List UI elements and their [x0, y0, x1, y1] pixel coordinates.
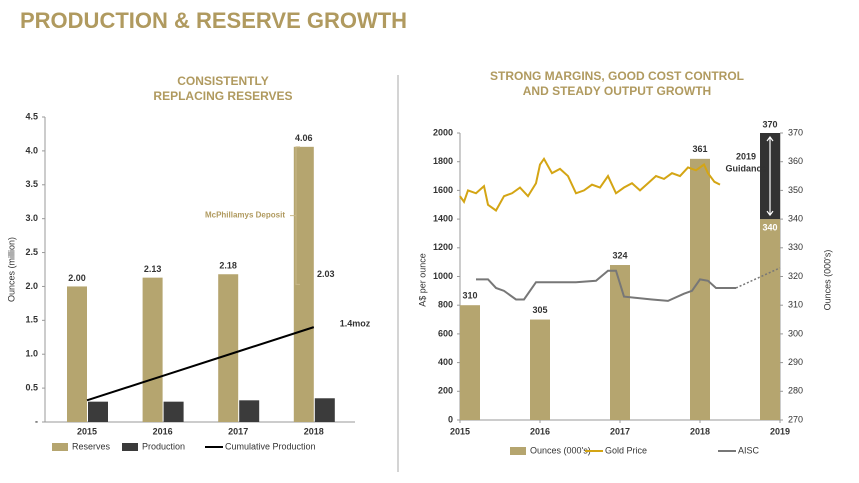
x-tick-label: 2018	[690, 426, 710, 436]
bar	[293, 146, 314, 423]
y-tick-label: 600	[438, 328, 453, 338]
y-tick-label: 0	[448, 414, 453, 424]
legend-label: Reserves	[72, 441, 111, 451]
y-tick-label: -	[35, 416, 38, 426]
bracket	[290, 146, 300, 285]
legend-label: Ounces (000's)	[530, 445, 591, 455]
value-label: 2.00	[68, 273, 86, 283]
legend-label: Gold Price	[605, 445, 647, 455]
bar	[530, 319, 550, 420]
bar	[314, 398, 335, 422]
annotation-value: 2.03	[317, 269, 335, 279]
x-tick-label: 2016	[153, 426, 173, 436]
y2-tick-label: 280	[788, 386, 803, 396]
y-tick-label: 1200	[433, 242, 453, 252]
legend-swatch	[510, 447, 526, 455]
y2-tick-label: 360	[788, 156, 803, 166]
y2-tick-label: 320	[788, 271, 803, 281]
legend-label: Cumulative Production	[225, 441, 316, 451]
value-label: 361	[692, 144, 707, 154]
y-tick-label: 0.5	[25, 382, 38, 392]
bar	[610, 265, 630, 420]
legend-swatch	[122, 443, 138, 451]
guidance-value: 370	[762, 119, 777, 129]
y2-tick-label: 330	[788, 242, 803, 252]
y2-tick-label: 350	[788, 185, 803, 195]
x-tick-label: 2016	[530, 426, 550, 436]
y-axis-label: Ounces (million)	[6, 237, 16, 302]
guidance-arrow	[766, 136, 774, 217]
slide-title: PRODUCTION & RESERVE GROWTH	[20, 8, 407, 33]
y2-tick-label: 300	[788, 328, 803, 338]
y2-tick-label: 270	[788, 414, 803, 424]
x-tick-label: 2017	[610, 426, 630, 436]
x-tick-label: 2019	[770, 426, 790, 436]
y-tick-label: 4.5	[25, 111, 38, 121]
legend-label: AISC	[738, 445, 760, 455]
y2-tick-label: 340	[788, 213, 803, 223]
y-tick-label: 1.0	[25, 349, 38, 359]
y2-tick-label: 370	[788, 127, 803, 137]
guidance-label: Guidance	[725, 163, 766, 173]
bar	[163, 401, 184, 422]
y-tick-label: 3.0	[25, 213, 38, 223]
value-label: 324	[612, 250, 627, 260]
guidance-label: 2019	[736, 151, 756, 161]
legend-label: Production	[142, 441, 185, 451]
x-tick-label: 2015	[77, 426, 97, 436]
chart-title: AND STEADY OUTPUT GROWTH	[523, 84, 711, 98]
x-tick-label: 2018	[304, 426, 324, 436]
bar	[690, 158, 710, 420]
y2-tick-label: 290	[788, 357, 803, 367]
value-label: 4.06	[295, 133, 313, 143]
bar	[460, 305, 480, 420]
x-tick-label: 2015	[450, 426, 470, 436]
y-tick-label: 800	[438, 300, 453, 310]
legend-swatch	[52, 443, 68, 451]
line	[476, 269, 736, 302]
y-tick-label: 2000	[433, 127, 453, 137]
y-tick-label: 1000	[433, 271, 453, 281]
y-tick-label: 4.0	[25, 145, 38, 155]
y-tick-label: 1400	[433, 213, 453, 223]
y-tick-label: 1600	[433, 185, 453, 195]
projection-line	[735, 267, 781, 289]
annotation-label: McPhillamys Deposit	[205, 211, 285, 220]
bar	[67, 286, 87, 422]
y-tick-label: 400	[438, 357, 453, 367]
x-tick-label: 2017	[228, 426, 248, 436]
line	[459, 156, 721, 212]
y2-tick-label: 310	[788, 300, 803, 310]
value-label: 2.18	[219, 261, 237, 271]
value-label: 340	[762, 222, 777, 232]
bar	[239, 400, 260, 422]
value-label: 310	[462, 291, 477, 301]
y-tick-label: 1800	[433, 156, 453, 166]
bar	[218, 274, 239, 422]
y-tick-label: 200	[438, 386, 453, 396]
bar	[88, 401, 108, 422]
bar	[760, 219, 780, 420]
line	[86, 326, 315, 402]
y2-axis-label: Ounces (000's)	[822, 250, 832, 311]
value-label: 2.13	[144, 264, 162, 274]
chart-title: CONSISTENTLY	[177, 74, 269, 88]
y-axis-label: A$ per ounce	[417, 253, 427, 307]
line-end-label: 1.4moz	[340, 318, 371, 328]
chart-title: STRONG MARGINS, GOOD COST CONTROL	[490, 69, 744, 83]
y-tick-label: 2.5	[25, 247, 38, 257]
value-label: 305	[532, 305, 547, 315]
y-tick-label: 1.5	[25, 315, 38, 325]
bar	[142, 277, 163, 422]
chart-title: REPLACING RESERVES	[153, 89, 292, 103]
y-tick-label: 2.0	[25, 281, 38, 291]
y-tick-label: 3.5	[25, 179, 38, 189]
